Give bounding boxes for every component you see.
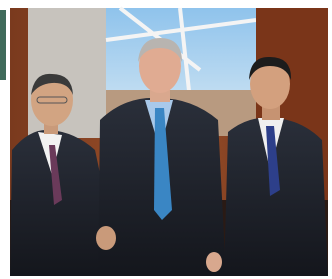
edge-thumbnail (0, 10, 6, 80)
photo (0, 0, 332, 279)
handshake (96, 226, 116, 250)
page: (() => { const data = JSON.parse(documen… (0, 0, 332, 279)
hand (206, 252, 222, 272)
